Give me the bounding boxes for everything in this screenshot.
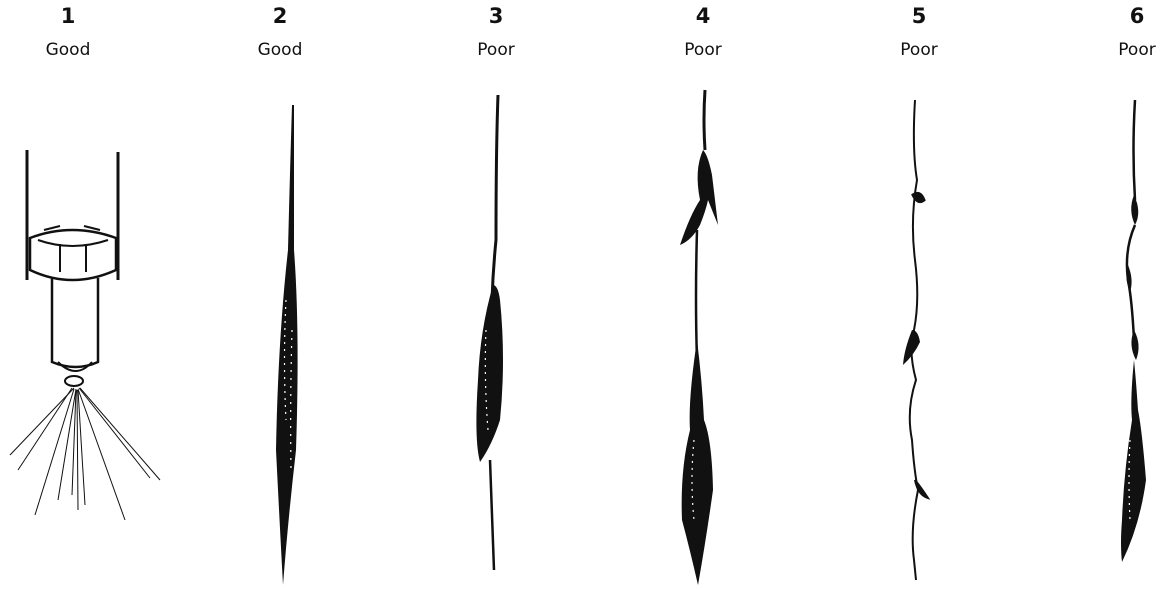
injector-nozzle-drawing — [9, 150, 161, 521]
pattern-rating: Poor — [477, 40, 515, 60]
pattern-number: 1 — [60, 4, 76, 28]
pattern-rating: Good — [257, 40, 303, 60]
panel-3: 3 Poor — [421, 0, 571, 589]
pattern-number: 5 — [911, 4, 927, 28]
panel-5: 5 Poor — [844, 0, 994, 589]
pattern-rating: Poor — [1118, 40, 1156, 60]
pattern-rating: Good — [45, 40, 91, 60]
panel-6: 6 Poor — [1062, 0, 1172, 589]
pattern-rating: Poor — [900, 40, 938, 60]
panel-4: 4 Poor — [628, 0, 778, 589]
pattern-rating: Poor — [684, 40, 722, 60]
panel-1: 1 Good — [0, 0, 143, 589]
pattern-number: 4 — [695, 4, 711, 28]
panel-2: 2 Good — [205, 0, 355, 589]
pattern-number: 3 — [488, 4, 504, 28]
pattern-number: 2 — [272, 4, 288, 28]
pattern-number: 6 — [1129, 4, 1145, 28]
